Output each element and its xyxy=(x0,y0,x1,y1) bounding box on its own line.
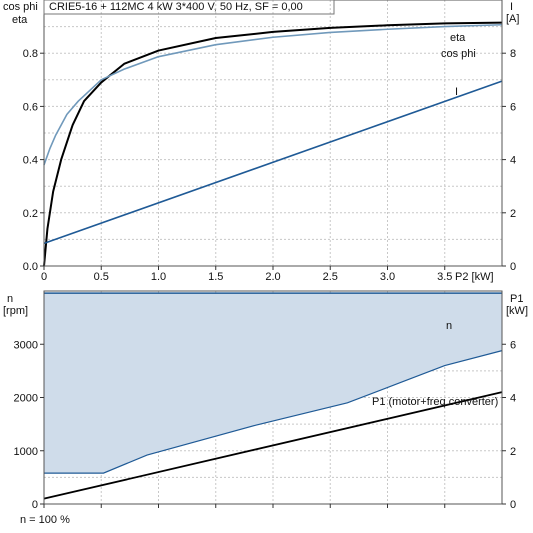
bottom-y-tick-label-right: 2 xyxy=(510,446,516,458)
lower-boundary-line xyxy=(44,350,503,474)
y-tick-label-left: 0.0 xyxy=(23,261,38,273)
x-tick-label: 0.5 xyxy=(94,271,109,283)
top-left-axis-label-line2: eta xyxy=(12,14,28,26)
bottom-y-tick-label-right: 4 xyxy=(510,393,516,405)
y-tick-label-left: 0.8 xyxy=(23,48,38,60)
series-label-n: n xyxy=(446,320,452,332)
y-tick-label-left: 0.6 xyxy=(23,101,38,113)
bottom-y-tick-label-left: 2000 xyxy=(14,393,38,405)
title-box xyxy=(43,0,335,15)
x-tick-label: 3.5 xyxy=(437,271,452,283)
series-label-i: I xyxy=(455,86,458,98)
series-line-eta xyxy=(43,21,503,267)
x-tick-label: 0 xyxy=(41,271,47,283)
y-tick-label-left: 0.2 xyxy=(23,208,38,220)
top-right-axis-label-line2: [A] xyxy=(506,13,519,25)
series-line-I xyxy=(43,80,503,245)
bottom-left-axis-label-line2: [rpm] xyxy=(3,305,28,317)
y-tick-label-left: 0.4 xyxy=(23,155,38,167)
y-tick-label-right: 2 xyxy=(510,208,516,220)
bottom-right-axis-label-line1: P1 xyxy=(510,293,523,305)
series-label-eta: eta xyxy=(450,32,466,44)
bottom-y-tick-label-right: 0 xyxy=(510,499,516,511)
chart-dynamic-layer: 0 0.5 1.0 1.5 2.0 2.5 3.0 3.5 0.0 0.2 0.4 0.6 0.8 0 2 4… xyxy=(14,0,516,511)
x-tick-label: 1.0 xyxy=(151,271,166,283)
x-tick-label: 2.5 xyxy=(323,271,338,283)
bottom-y-tick-label-left: 0 xyxy=(32,499,38,511)
chart-title: CRIE5-16 + 112MC 4 kW 3*400 V, 50 Hz, SF… xyxy=(49,1,303,13)
operating-range-area xyxy=(44,293,502,474)
top-right-axis-label-line1: I xyxy=(510,1,513,13)
y-tick-label-right: 8 xyxy=(510,48,516,60)
series-line-cos-phi xyxy=(43,23,503,166)
y-tick-label-right: 6 xyxy=(510,101,516,113)
x-tick-label: 3.0 xyxy=(380,271,395,283)
top-x-axis-label: P2 [kW] xyxy=(455,271,494,283)
bottom-right-axis-label-line2: [kW] xyxy=(506,305,528,317)
x-tick-label: 2.0 xyxy=(265,271,280,283)
bottom-y-tick-label-left: 3000 xyxy=(14,339,38,351)
bottom-y-tick-label-left: 1000 xyxy=(14,446,38,458)
series-label-cos-phi: cos phi xyxy=(441,48,476,60)
top-left-axis-label-line1: cos phi xyxy=(3,1,38,13)
bottom-left-axis-label-line1: n xyxy=(7,293,13,305)
y-tick-label-right: 0 xyxy=(510,261,516,273)
speed-footer: n = 100 % xyxy=(20,514,70,526)
x-tick-label: 1.5 xyxy=(208,271,223,283)
series-line-p1 xyxy=(43,391,503,500)
bottom-y-tick-label-right: 6 xyxy=(510,339,516,351)
y-tick-label-right: 4 xyxy=(510,155,516,167)
series-label-p1: P1 (motor+freq.converter) xyxy=(372,396,498,408)
